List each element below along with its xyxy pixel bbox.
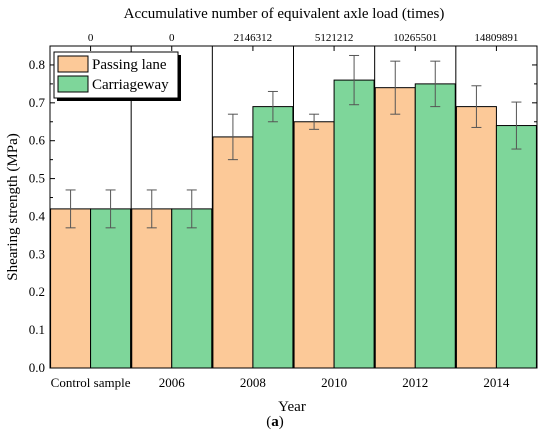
bar bbox=[333, 79, 375, 369]
x-tick-label: 2012 bbox=[402, 375, 428, 390]
x-tick-label: 2008 bbox=[240, 375, 266, 390]
figure-caption: (a) bbox=[266, 414, 284, 430]
top-tick-label: 0 bbox=[88, 32, 94, 44]
legend-swatch bbox=[57, 75, 89, 93]
bar bbox=[212, 136, 254, 369]
y-tick-label: 0.5 bbox=[29, 171, 45, 186]
bar bbox=[455, 106, 497, 369]
x-tick-label: 2010 bbox=[321, 375, 347, 390]
bar bbox=[50, 208, 92, 369]
top-tick-label: 10265501 bbox=[393, 32, 437, 44]
top-tick-label: 2146312 bbox=[234, 32, 273, 44]
legend: Passing lane Carriageway bbox=[53, 51, 181, 101]
top-axis-title: Accumulative number of equivalent axle l… bbox=[124, 6, 445, 22]
y-tick-label: 0.2 bbox=[29, 284, 45, 299]
y-tick-label: 0.4 bbox=[29, 208, 46, 223]
y-tick-label: 0.0 bbox=[29, 360, 45, 375]
bar bbox=[495, 125, 537, 369]
bar bbox=[131, 208, 173, 369]
top-tick-label: 5121212 bbox=[315, 32, 354, 44]
bar bbox=[414, 83, 456, 369]
bar bbox=[293, 121, 335, 369]
x-tick-label: 2014 bbox=[483, 375, 510, 390]
bar bbox=[374, 87, 416, 369]
top-tick-label: 14809891 bbox=[474, 32, 518, 44]
y-tick-label: 0.6 bbox=[29, 133, 46, 148]
x-tick-label: Control sample bbox=[51, 375, 131, 390]
top-tick-label: 0 bbox=[169, 32, 175, 44]
y-tick-label: 0.8 bbox=[29, 57, 45, 72]
y-tick-label: 0.1 bbox=[29, 322, 45, 337]
legend-swatch bbox=[57, 55, 89, 73]
bar bbox=[90, 208, 132, 369]
y-tick-label: 0.7 bbox=[29, 95, 46, 110]
bar bbox=[252, 106, 294, 369]
bar bbox=[171, 208, 213, 369]
legend-label: Carriageway bbox=[92, 77, 169, 93]
y-tick-label: 0.3 bbox=[29, 246, 45, 261]
x-axis-label: Year bbox=[278, 399, 306, 415]
y-axis-label: Shearing strength (MPa) bbox=[5, 133, 21, 280]
x-tick-label: 2006 bbox=[159, 375, 186, 390]
legend-label: Passing lane bbox=[92, 57, 167, 73]
plot-area: 0.0 0.1 0.2 0.3 0.4 0.5 0.6 0.7 0.8 Control sampl… bbox=[29, 32, 538, 390]
